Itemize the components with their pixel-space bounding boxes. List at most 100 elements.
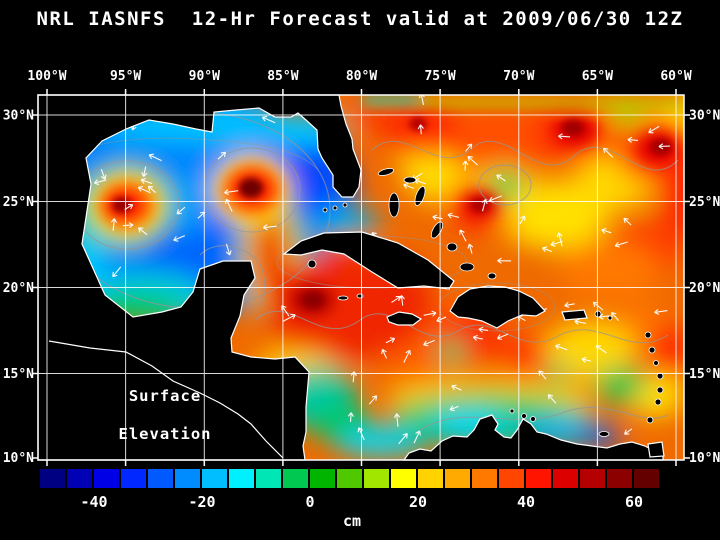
current-arrow bbox=[423, 339, 435, 347]
current-arrow bbox=[261, 115, 276, 124]
colorbar-segment bbox=[121, 469, 146, 488]
colorbar-tick-label: -40 bbox=[80, 493, 107, 511]
current-vector-arrows bbox=[83, 95, 670, 445]
land-jamaica bbox=[386, 311, 423, 326]
current-arrow bbox=[496, 333, 509, 340]
current-arrow bbox=[447, 212, 460, 219]
current-arrow bbox=[496, 174, 506, 182]
colorbar-segment bbox=[553, 469, 578, 488]
current-arrow bbox=[398, 295, 405, 306]
annotation-elevation: Elevation bbox=[119, 425, 212, 443]
lat-tick-label: 15°N bbox=[689, 367, 720, 382]
colorbar-segment bbox=[229, 469, 254, 488]
current-arrow bbox=[465, 143, 473, 152]
colorbar-segment bbox=[607, 469, 632, 488]
colorbar: -40 -20 0 20 40 60 cm bbox=[40, 469, 659, 530]
current-arrow bbox=[658, 143, 670, 150]
lon-tick-label: 65°W bbox=[582, 69, 613, 84]
current-arrow bbox=[140, 178, 153, 185]
current-arrow bbox=[467, 243, 474, 254]
current-arrow bbox=[623, 217, 632, 226]
lon-tick-label: 85°W bbox=[267, 69, 298, 84]
lat-tick-label: 10°N bbox=[689, 451, 720, 466]
current-arrow bbox=[603, 147, 614, 158]
current-arrow bbox=[110, 218, 118, 231]
axis-ticks bbox=[32, 89, 690, 466]
lon-tick-label: 80°W bbox=[346, 69, 377, 84]
colorbar-segment bbox=[364, 469, 389, 488]
current-arrow bbox=[262, 224, 277, 231]
colorbar-tick-label: -20 bbox=[188, 493, 215, 511]
current-arrow bbox=[423, 310, 437, 317]
current-arrow bbox=[547, 394, 557, 404]
current-arrow bbox=[624, 428, 633, 435]
current-arrow bbox=[541, 246, 553, 253]
lon-tick-label: 70°W bbox=[503, 69, 534, 84]
current-arrow bbox=[403, 349, 411, 363]
colorbar-segment bbox=[67, 469, 92, 488]
current-arrow bbox=[467, 155, 478, 166]
current-arrow bbox=[555, 343, 568, 351]
current-arrow bbox=[173, 235, 186, 242]
lon-tick-label: 100°W bbox=[27, 69, 66, 84]
colorbar-segment bbox=[337, 469, 362, 488]
colorbar-segment bbox=[40, 469, 65, 488]
colorbar-segment bbox=[634, 469, 659, 488]
current-arrow bbox=[451, 384, 462, 391]
current-arrow bbox=[141, 166, 148, 177]
colorbar-segment bbox=[445, 469, 470, 488]
current-arrow bbox=[176, 206, 186, 215]
colorbar-segment bbox=[526, 469, 551, 488]
current-arrow bbox=[282, 313, 296, 322]
current-arrow bbox=[611, 311, 620, 321]
colorbar-segment bbox=[148, 469, 173, 488]
lat-tick-label: 10°N bbox=[3, 451, 34, 466]
current-arrow bbox=[564, 301, 575, 308]
land-trinidad bbox=[647, 441, 665, 458]
current-arrow bbox=[224, 189, 239, 196]
current-arrow bbox=[137, 186, 151, 194]
lat-tick-label: 20°N bbox=[3, 281, 34, 296]
current-arrow bbox=[581, 356, 592, 363]
longitude-axis: 100°W 95°W 90°W 85°W 80°W 75°W 70°W 65°W… bbox=[27, 69, 691, 84]
current-arrow bbox=[347, 412, 354, 422]
colorbar-segment bbox=[94, 469, 119, 488]
map-title: NRL IASNFS 12-Hr Forecast valid at 2009/… bbox=[37, 8, 684, 30]
colorbar-segment bbox=[283, 469, 308, 488]
current-arrow bbox=[601, 227, 612, 234]
current-arrow bbox=[432, 214, 443, 221]
grid-lines bbox=[38, 95, 684, 460]
lat-tick-label: 30°N bbox=[689, 109, 720, 124]
current-arrow bbox=[627, 136, 638, 143]
current-arrow bbox=[497, 257, 512, 264]
land-cuba bbox=[282, 231, 455, 290]
lon-tick-label: 95°W bbox=[110, 69, 141, 84]
current-arrow bbox=[148, 153, 162, 162]
latitude-axis-right: 30°N 25°N 20°N 15°N 10°N bbox=[689, 109, 720, 467]
current-arrow bbox=[614, 241, 628, 248]
current-arrow bbox=[217, 151, 227, 160]
map-frame bbox=[32, 89, 690, 466]
colorbar-tick-label: 60 bbox=[625, 493, 643, 511]
current-arrow bbox=[112, 266, 122, 278]
lat-tick-label: 15°N bbox=[3, 367, 34, 382]
colorbar-tick-label: 40 bbox=[517, 493, 535, 511]
lat-tick-label: 25°N bbox=[689, 195, 720, 210]
current-arrow bbox=[648, 125, 660, 134]
current-arrow bbox=[459, 229, 467, 242]
colorbar-labels: -40 -20 0 20 40 60 cm bbox=[80, 493, 643, 530]
pacific-coastline bbox=[48, 340, 284, 459]
land-south-america bbox=[402, 414, 664, 461]
colorbar-unit-label: cm bbox=[343, 512, 361, 530]
lat-tick-label: 30°N bbox=[3, 109, 34, 124]
colorbar-segment bbox=[499, 469, 524, 488]
current-arrow bbox=[100, 169, 107, 180]
land-masses bbox=[37, 94, 665, 461]
current-arrow bbox=[472, 334, 483, 341]
current-arrow bbox=[225, 243, 232, 256]
current-arrow bbox=[574, 318, 587, 325]
colorbar-segment bbox=[175, 469, 200, 488]
current-arrow bbox=[556, 232, 563, 247]
current-arrow bbox=[449, 405, 459, 412]
